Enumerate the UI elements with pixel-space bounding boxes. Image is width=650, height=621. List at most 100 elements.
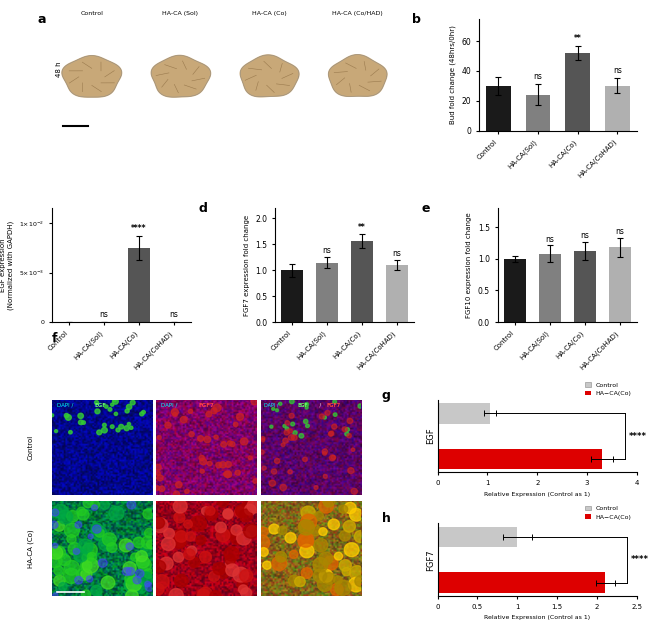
Circle shape xyxy=(153,561,166,573)
Circle shape xyxy=(155,574,169,589)
Circle shape xyxy=(240,438,248,445)
Circle shape xyxy=(304,419,308,424)
Circle shape xyxy=(58,555,71,566)
Circle shape xyxy=(95,409,100,414)
Circle shape xyxy=(330,455,335,461)
Circle shape xyxy=(108,407,112,411)
Circle shape xyxy=(235,507,246,517)
Text: f: f xyxy=(52,332,57,345)
Circle shape xyxy=(294,576,305,587)
Circle shape xyxy=(77,507,86,515)
Text: **: ** xyxy=(358,223,366,232)
Circle shape xyxy=(213,404,221,412)
Circle shape xyxy=(53,504,68,519)
Circle shape xyxy=(88,534,93,539)
Circle shape xyxy=(83,499,93,508)
Circle shape xyxy=(69,430,72,434)
Circle shape xyxy=(126,543,133,550)
Circle shape xyxy=(133,537,144,548)
Circle shape xyxy=(184,549,195,560)
Circle shape xyxy=(143,509,153,519)
Bar xyxy=(574,251,595,322)
Circle shape xyxy=(281,443,285,446)
Circle shape xyxy=(92,525,101,533)
Circle shape xyxy=(125,590,138,602)
Circle shape xyxy=(223,509,233,518)
Text: /: / xyxy=(318,402,322,407)
Circle shape xyxy=(54,575,65,586)
Circle shape xyxy=(86,576,93,582)
Bar xyxy=(437,448,602,469)
Circle shape xyxy=(126,576,142,591)
Circle shape xyxy=(216,462,222,468)
Text: h: h xyxy=(382,512,391,525)
Circle shape xyxy=(114,412,118,415)
Circle shape xyxy=(58,582,67,591)
Circle shape xyxy=(136,556,150,568)
Circle shape xyxy=(97,430,102,435)
Text: ns: ns xyxy=(99,310,109,319)
Circle shape xyxy=(323,573,335,584)
Circle shape xyxy=(269,524,280,534)
X-axis label: Relative Expression (Control as 1): Relative Expression (Control as 1) xyxy=(484,492,590,497)
Circle shape xyxy=(127,501,136,509)
Circle shape xyxy=(237,414,244,420)
Circle shape xyxy=(199,455,204,460)
Circle shape xyxy=(348,578,363,592)
Circle shape xyxy=(204,436,211,443)
Circle shape xyxy=(156,471,161,475)
Circle shape xyxy=(172,409,178,415)
Circle shape xyxy=(339,530,350,541)
Circle shape xyxy=(142,536,155,549)
Circle shape xyxy=(205,506,215,515)
Circle shape xyxy=(231,533,242,545)
Circle shape xyxy=(344,543,359,556)
Circle shape xyxy=(319,569,333,582)
Circle shape xyxy=(244,524,259,538)
Circle shape xyxy=(54,522,64,532)
Circle shape xyxy=(200,469,204,473)
Bar xyxy=(566,53,590,130)
Circle shape xyxy=(138,558,151,571)
Circle shape xyxy=(288,428,292,433)
Circle shape xyxy=(87,553,96,561)
Circle shape xyxy=(276,409,279,412)
Circle shape xyxy=(54,566,64,575)
Circle shape xyxy=(329,431,334,436)
Bar xyxy=(486,86,510,130)
Polygon shape xyxy=(62,56,122,97)
Circle shape xyxy=(91,585,102,596)
Circle shape xyxy=(99,500,109,509)
Circle shape xyxy=(214,435,218,439)
Circle shape xyxy=(284,430,289,435)
Circle shape xyxy=(200,458,207,465)
Circle shape xyxy=(224,471,230,478)
Circle shape xyxy=(280,484,287,491)
Circle shape xyxy=(230,442,235,446)
Text: ****: **** xyxy=(629,432,647,440)
Circle shape xyxy=(253,479,257,483)
Circle shape xyxy=(101,427,107,433)
Circle shape xyxy=(343,520,356,532)
Circle shape xyxy=(322,449,328,454)
Text: HA-CA (Co/HAD): HA-CA (Co/HAD) xyxy=(332,11,383,16)
Circle shape xyxy=(111,425,114,428)
Circle shape xyxy=(119,539,133,552)
Circle shape xyxy=(299,520,311,532)
Circle shape xyxy=(144,528,154,538)
Circle shape xyxy=(67,535,76,543)
Circle shape xyxy=(90,501,99,509)
Text: g: g xyxy=(382,389,391,402)
Circle shape xyxy=(99,537,114,551)
Circle shape xyxy=(153,517,164,528)
Circle shape xyxy=(285,427,289,430)
Circle shape xyxy=(324,556,338,570)
Circle shape xyxy=(261,438,265,442)
Circle shape xyxy=(235,470,240,475)
Circle shape xyxy=(197,589,209,601)
Text: Control: Control xyxy=(81,11,103,16)
Y-axis label: Bud fold change (48hrs/0hr): Bud fold change (48hrs/0hr) xyxy=(449,25,456,124)
Text: **: ** xyxy=(574,34,582,42)
Circle shape xyxy=(278,526,287,535)
Text: ns: ns xyxy=(545,235,554,243)
